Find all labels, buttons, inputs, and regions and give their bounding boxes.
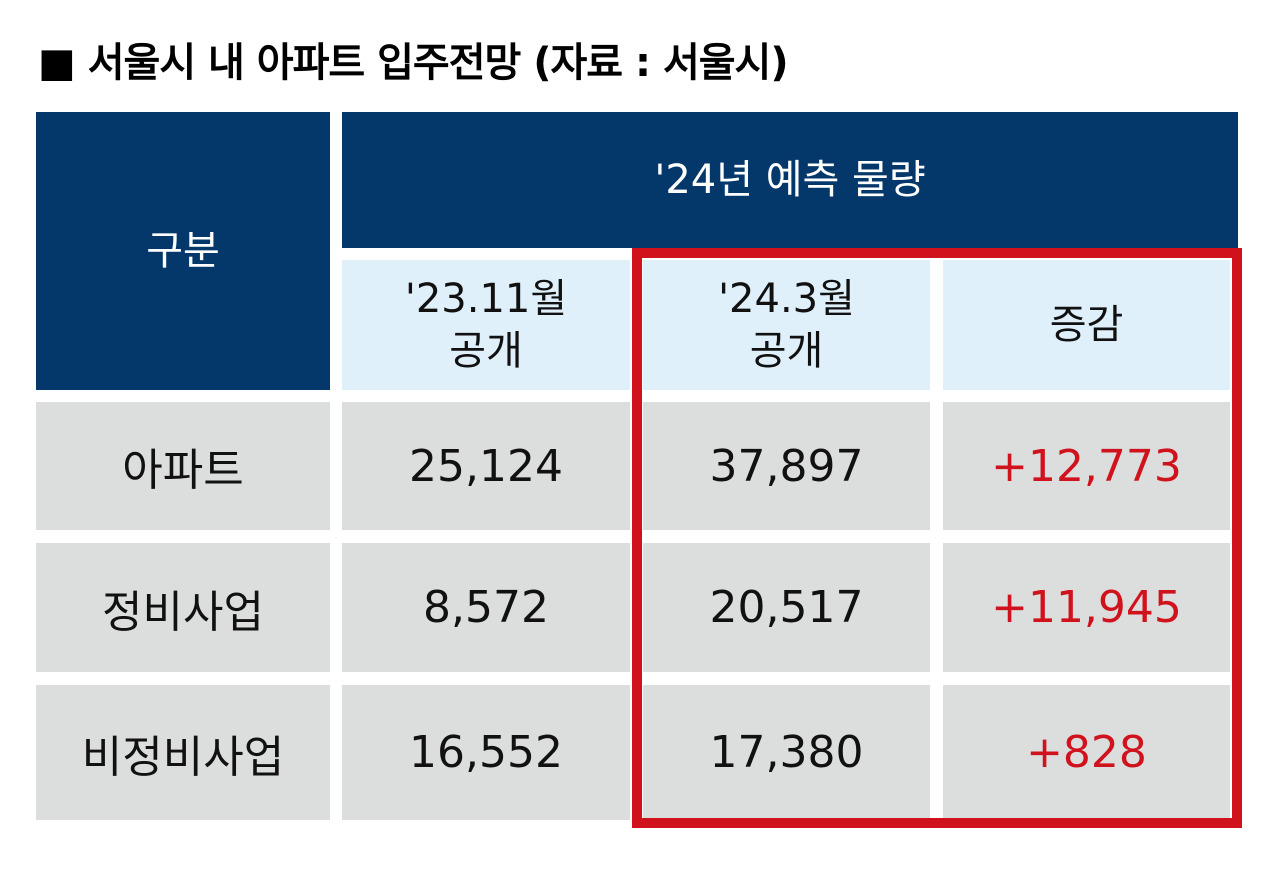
header-col-nov23-line1: '23.11월	[404, 276, 568, 322]
cell-mar24: 20,517	[643, 543, 930, 672]
header-col-nov23-line2: 공개	[449, 328, 523, 374]
cell-nov23: 8,572	[342, 543, 630, 672]
cell-mar24: 17,380	[643, 685, 930, 820]
header-col-mar24: '24.3월 공개	[643, 260, 930, 390]
row-label: 정비사업	[36, 543, 330, 672]
header-col-change: 증감	[943, 260, 1230, 390]
page-title: ■ 서울시 내 아파트 입주전망 (자료 : 서울시)	[38, 40, 789, 86]
cell-nov23: 25,124	[342, 402, 630, 530]
header-category: 구분	[36, 112, 330, 390]
cell-mar24: 37,897	[643, 402, 930, 530]
header-group: '24년 예측 물량	[342, 112, 1238, 248]
header-col-mar24-line1: '24.3월	[718, 276, 855, 322]
cell-change: +828	[943, 685, 1230, 820]
header-col-mar24-line2: 공개	[749, 328, 824, 374]
row-label: 비정비사업	[36, 685, 330, 820]
row-label: 아파트	[36, 402, 330, 530]
cell-nov23: 16,552	[342, 685, 630, 820]
cell-change: +11,945	[943, 543, 1230, 672]
cell-change: +12,773	[943, 402, 1230, 530]
header-col-nov23: '23.11월 공개	[342, 260, 630, 390]
